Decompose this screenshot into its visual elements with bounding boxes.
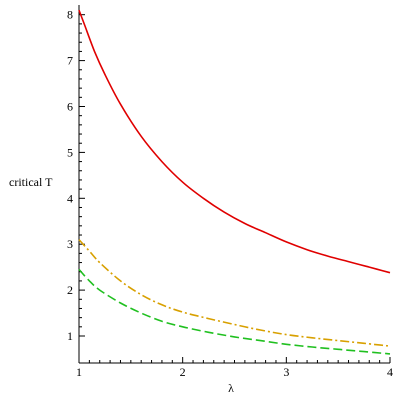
axes: 1 2 3 4 5 6 7 8 1 2 3 4 (67, 5, 393, 379)
labels-layer: critical T λ (9, 175, 234, 395)
series-line-1 (78, 9, 391, 274)
series-layer (78, 9, 391, 355)
y-tick-label: 3 (67, 237, 73, 251)
x-axis-label: λ (228, 381, 234, 395)
y-tick-label: 6 (67, 100, 73, 114)
y-tick-label: 4 (67, 191, 73, 205)
y-axis-label: critical T (9, 175, 53, 189)
x-tick-label: 2 (180, 365, 186, 379)
y-tick-label: 1 (67, 329, 73, 343)
y-tick-label: 7 (67, 54, 73, 68)
x-tick-label: 3 (283, 365, 289, 379)
series-line-3 (78, 268, 391, 355)
y-tick-label: 2 (67, 283, 73, 297)
y-tick-label: 5 (67, 145, 73, 159)
y-tick-label: 8 (67, 8, 73, 22)
series-line-2 (78, 239, 391, 347)
x-tick-label: 4 (387, 365, 393, 379)
x-tick-label: 1 (76, 365, 82, 379)
